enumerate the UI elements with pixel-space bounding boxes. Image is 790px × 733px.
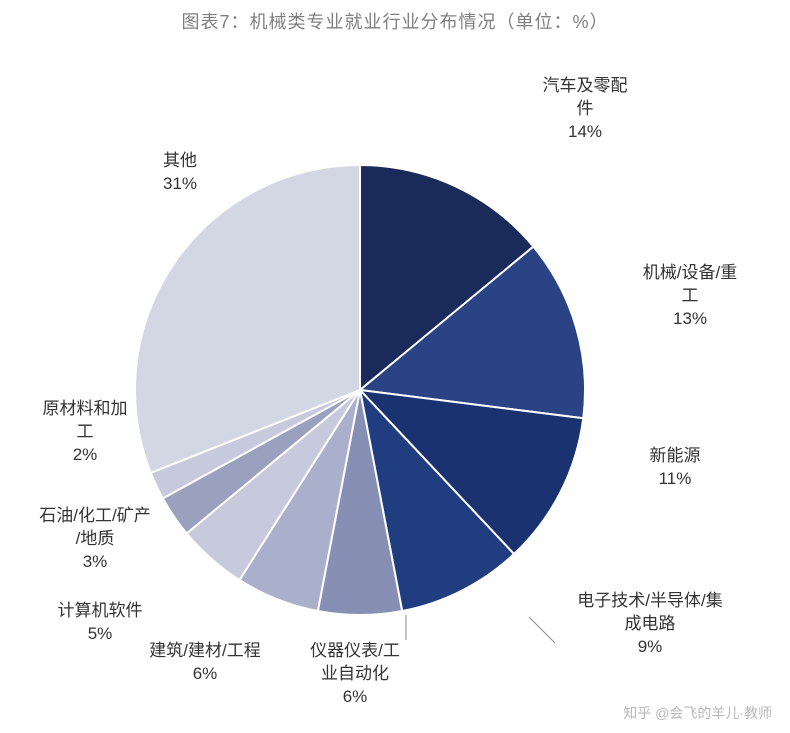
slice-label: 仪器仪表/工 业自动化 6%	[275, 640, 435, 709]
slice-label: 计算机软件 5%	[25, 600, 175, 646]
slice-label: 新能源 11%	[615, 445, 735, 491]
attribution-text: 知乎 @会飞的羊儿·教师	[623, 703, 772, 723]
slice-label: 其他 31%	[130, 150, 230, 196]
slice-label: 电子技术/半导体/集 成电路 9%	[540, 590, 760, 659]
slice-label: 汽车及零配 件 14%	[485, 75, 685, 144]
slice-label: 建筑/建材/工程 6%	[120, 640, 290, 686]
slice-label: 机械/设备/重 工 13%	[605, 262, 775, 331]
slice-label: 原材料和加 工 2%	[10, 398, 160, 467]
slice-label: 石油/化工/矿产 /地质 3%	[10, 505, 180, 574]
